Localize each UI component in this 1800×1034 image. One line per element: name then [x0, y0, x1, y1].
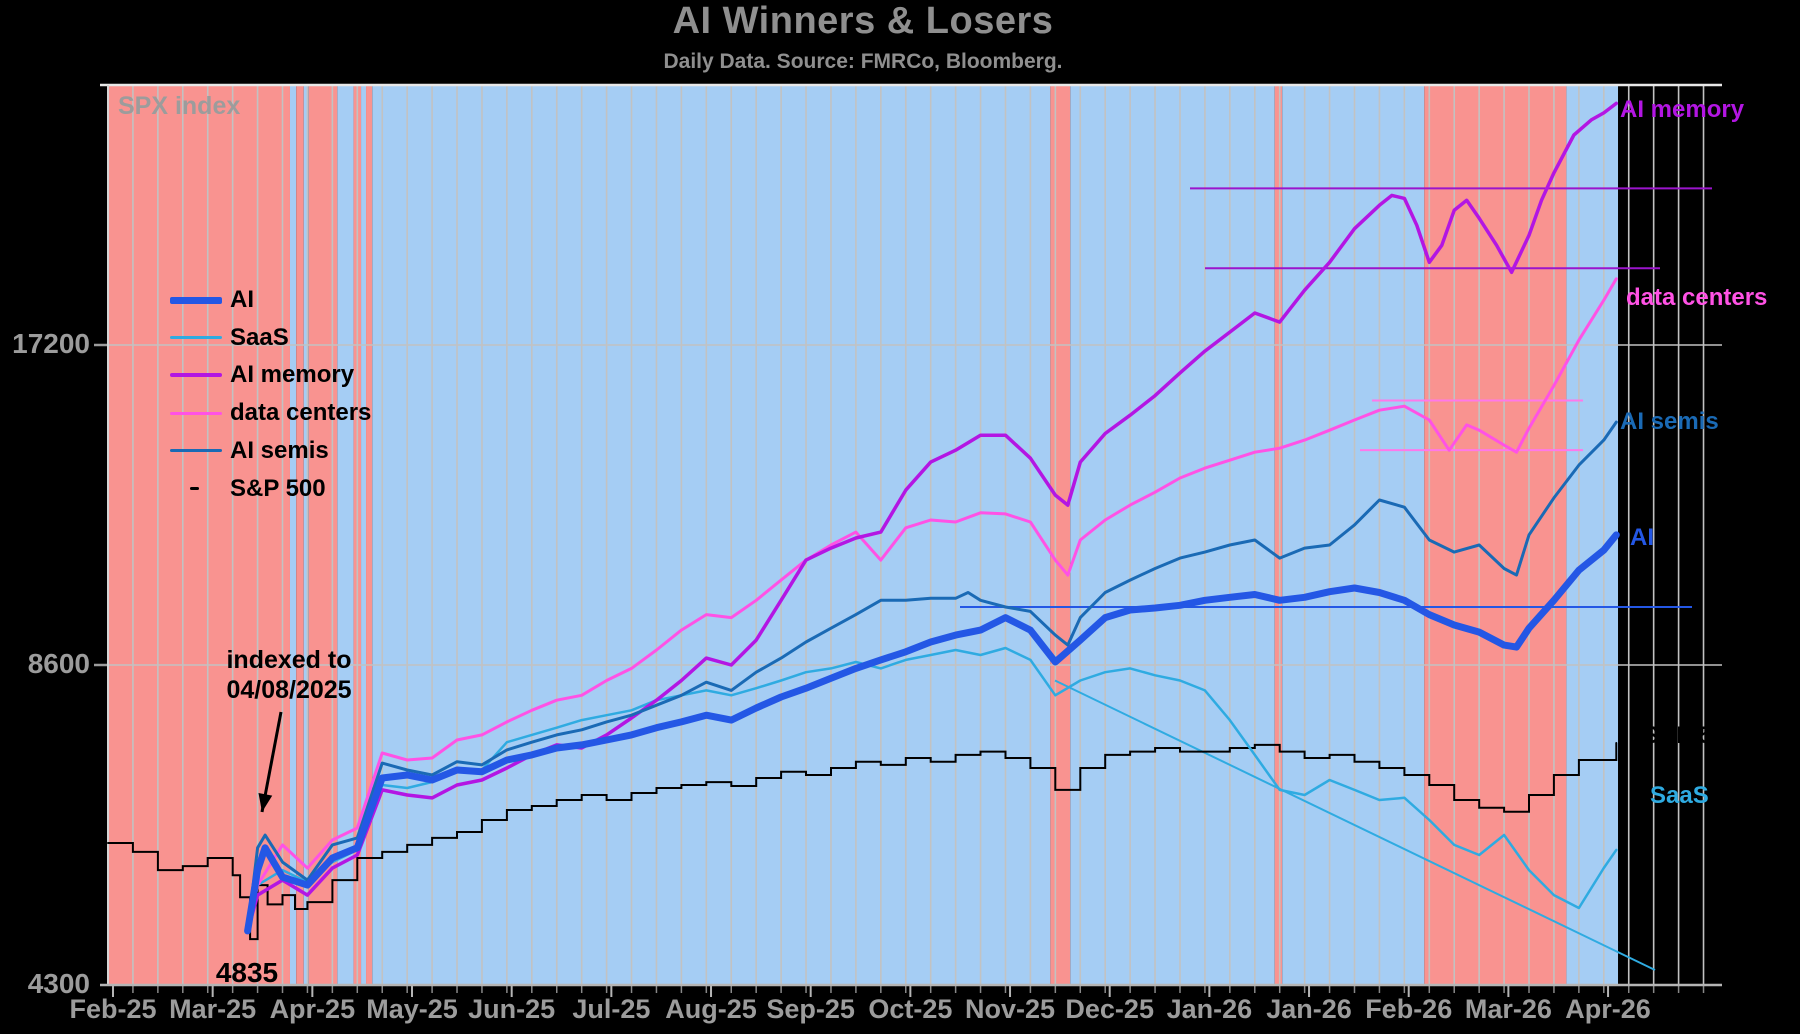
y-tick-label: 4300: [27, 968, 90, 999]
legend-line-swatch: [170, 373, 222, 378]
regime-band-recovery: [1566, 85, 1619, 985]
series-line-ai: [244, 531, 1620, 935]
y-tick-label: 8600: [27, 648, 90, 679]
x-tick-label: Mar-25: [169, 994, 257, 1024]
series-end-label-ai: AI: [1630, 524, 1654, 551]
legend-line-swatch: [170, 411, 222, 415]
regime-band-recovery: [337, 85, 354, 985]
legend-line-swatch: [170, 296, 222, 304]
x-tick-label: Jan-26: [1166, 994, 1253, 1024]
x-tick-label: Nov-25: [965, 994, 1056, 1024]
legend-item: AI: [170, 285, 254, 315]
legend-line-swatch: [190, 487, 199, 490]
legend-item: AI memory: [170, 360, 354, 390]
series-end-label-s-p-500: S&P 500: [1643, 722, 1739, 749]
x-tick-label: Jul-25: [572, 994, 651, 1024]
y-tick-label: 17200: [12, 328, 90, 359]
regime-band-recovery: [1282, 85, 1425, 985]
legend-item: AI semis: [170, 436, 329, 466]
legend-line-swatch: [170, 449, 222, 453]
x-tick-label: Jun-25: [468, 994, 556, 1024]
regime-band-recovery: [1070, 85, 1275, 985]
trendline: [1054, 679, 1656, 971]
legend-label: AI: [230, 286, 254, 313]
legend-item: S&P 500: [170, 474, 326, 504]
series-line-data-centers: [246, 277, 1618, 933]
regime-band-drawdown: [366, 85, 373, 985]
legend-label: SaaS: [230, 323, 289, 351]
x-tick-label: Feb-26: [1365, 994, 1453, 1024]
legend-label: data centers: [230, 399, 372, 427]
annotation-arrow-head: [258, 793, 273, 812]
regime-band-recovery: [361, 85, 367, 985]
series-line-ai-memory: [245, 101, 1619, 933]
legend-item: SaaS: [170, 323, 289, 353]
legend-line-swatch: [170, 336, 222, 340]
x-tick-label: Feb-25: [69, 994, 157, 1024]
x-tick-label: Oct-25: [868, 994, 953, 1024]
x-tick-label: Mar-26: [1464, 994, 1552, 1024]
annotation-indexed-line2: 04/08/2025: [226, 676, 352, 704]
x-tick-label: May-25: [366, 994, 458, 1024]
regime-band-recovery: [303, 85, 309, 985]
legend-label: S&P 500: [230, 474, 326, 502]
series-end-label-ai-semis: AI semis: [1620, 408, 1719, 435]
axis-unit-watermark: SPX index: [118, 92, 241, 120]
regime-band-drawdown: [1274, 85, 1283, 985]
chart-title: AI Winners & Losers: [672, 0, 1054, 42]
series-end-label-saas: SaaS: [1650, 782, 1709, 809]
x-tick-label: Dec-25: [1065, 994, 1154, 1024]
regime-band-drawdown: [296, 85, 304, 985]
x-tick-label: Jan-26: [1266, 994, 1352, 1024]
series-end-label-ai-memory: AI memory: [1620, 96, 1745, 123]
legend-label: AI memory: [230, 361, 355, 389]
series-line-ai-semis: [246, 420, 1618, 933]
legend-item: data centers: [170, 398, 371, 428]
regime-band-drawdown: [1424, 85, 1567, 985]
x-tick-label: Aug-25: [665, 994, 757, 1024]
series-line-s-p-500: [107, 742, 1618, 941]
x-tick-label: Apr-25: [269, 994, 356, 1024]
chart-subtitle: Daily Data. Source: FMRCo, Bloomberg.: [663, 50, 1063, 73]
series-end-label-data-centers: data centers: [1626, 284, 1768, 311]
regime-band-recovery: [289, 85, 297, 985]
x-tick-label: Sep-25: [766, 994, 855, 1024]
x-tick-label: Apr-26: [1565, 994, 1651, 1024]
regime-band-drawdown: [1050, 85, 1071, 985]
legend-label: AI semis: [230, 436, 329, 464]
regime-band-recovery: [372, 85, 1051, 985]
annotation-indexed-line1: indexed to: [226, 646, 352, 674]
annotation-low-value: 4835: [215, 957, 279, 988]
regime-band-drawdown: [108, 85, 290, 985]
